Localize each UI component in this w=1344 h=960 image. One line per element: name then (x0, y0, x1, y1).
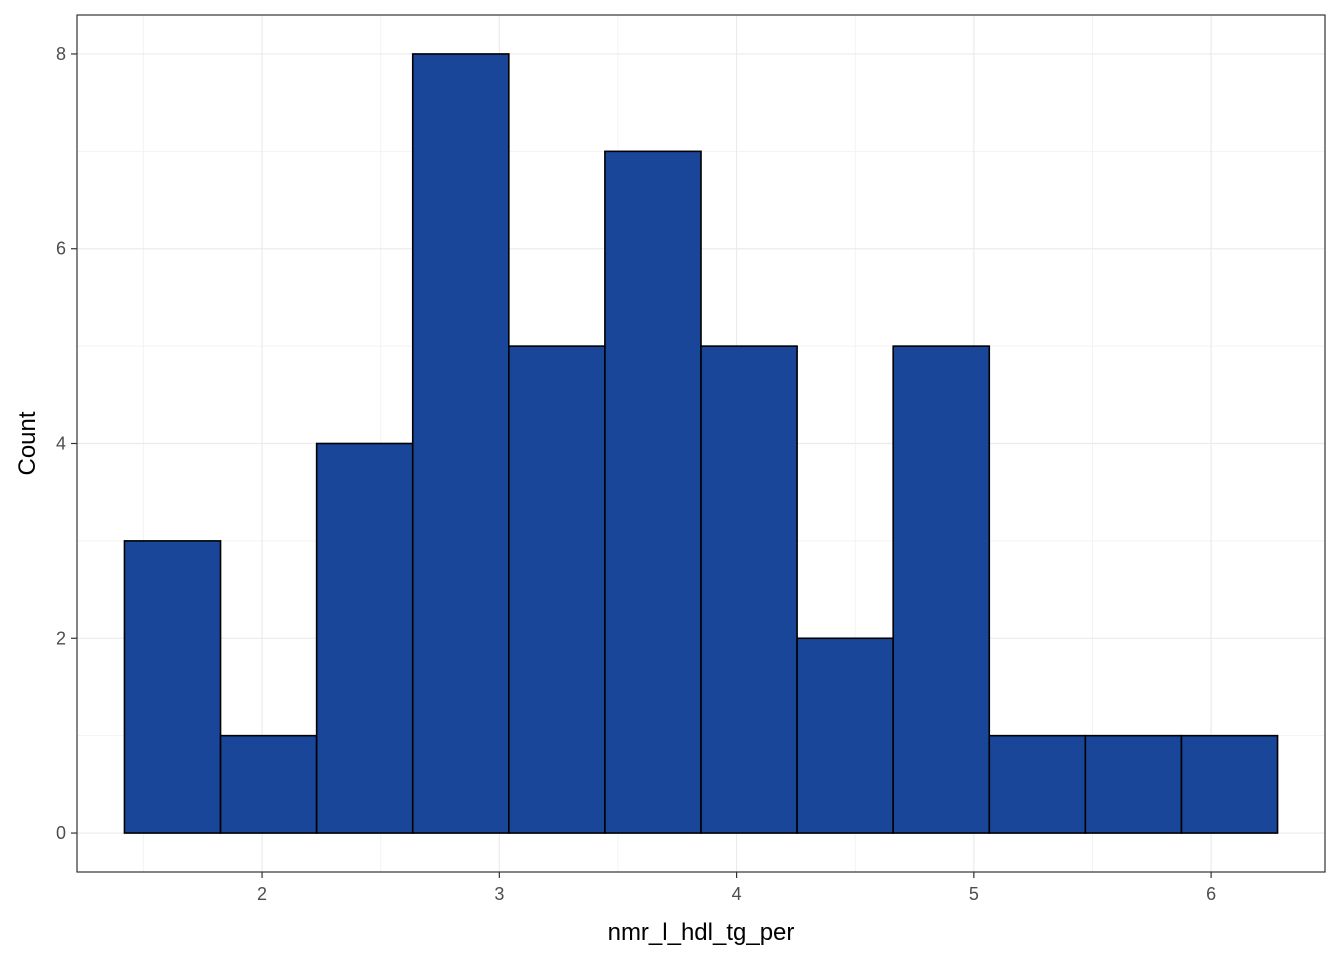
histogram-bar-12 (1180, 734, 1279, 834)
histogram-bar-10 (988, 734, 1087, 834)
histogram-bar-1 (123, 540, 222, 834)
x-tick-label: 3 (494, 884, 504, 904)
x-axis-title: nmr_l_hdl_tg_per (608, 919, 795, 946)
histogram-bar-7 (700, 345, 798, 834)
histogram-bar-8 (796, 637, 894, 834)
y-axis-ticks: 0 2 4 6 8 (56, 44, 77, 843)
y-axis-title: Count (14, 411, 41, 475)
histogram-bar-9 (892, 345, 991, 834)
histogram-bar-3 (315, 442, 414, 834)
x-tick-label: 5 (969, 884, 979, 904)
histogram-bar-11 (1084, 734, 1183, 834)
histogram-bar-2 (219, 734, 318, 834)
x-tick-label: 4 (732, 884, 742, 904)
x-tick-label: 2 (257, 884, 267, 904)
y-tick-label: 2 (56, 628, 66, 648)
x-tick-label: 6 (1206, 884, 1216, 904)
y-tick-label: 4 (56, 434, 66, 454)
histogram-bars (123, 53, 1279, 834)
histogram-bar-5 (508, 345, 606, 834)
histogram-bar-6 (604, 150, 702, 834)
y-tick-label: 6 (56, 239, 66, 259)
histogram-bar-4 (411, 53, 510, 834)
y-tick-label: 8 (56, 44, 66, 64)
x-axis-ticks: 2 3 4 5 6 (257, 872, 1216, 904)
y-tick-label: 0 (56, 823, 66, 843)
